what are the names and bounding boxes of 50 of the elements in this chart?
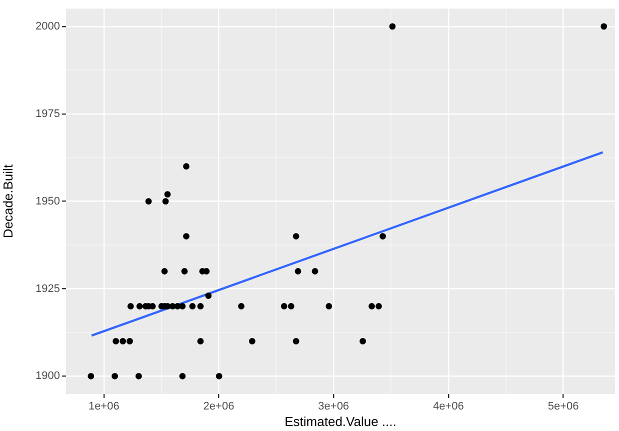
point [120, 338, 126, 344]
point [145, 198, 152, 204]
point [203, 268, 210, 274]
x-tick-label: 1e+06 [88, 400, 120, 413]
x-tick-label: 5e+06 [548, 400, 579, 413]
point [181, 268, 188, 274]
point [161, 268, 168, 274]
point [312, 268, 318, 274]
point [380, 233, 386, 240]
point [326, 303, 332, 310]
point [389, 23, 396, 30]
point [197, 303, 204, 310]
point [112, 372, 118, 380]
y-tick-label: 1925 [36, 282, 60, 295]
y-tick-label: 1975 [36, 108, 60, 120]
x-tick-label: 2e+06 [203, 400, 234, 413]
point [280, 303, 288, 310]
point [600, 23, 608, 30]
x-tick-label: 4e+06 [433, 400, 464, 413]
point [197, 338, 204, 344]
point [136, 303, 143, 310]
point [136, 372, 142, 380]
point [179, 372, 186, 380]
point [162, 198, 169, 204]
point [126, 338, 133, 344]
y-tick-label: 2000 [36, 20, 60, 32]
point [360, 338, 366, 344]
point [288, 303, 294, 310]
x-tick-label: 3e+06 [318, 400, 350, 413]
y-axis-title: Decade.Built [0, 164, 16, 238]
point [376, 303, 382, 310]
point [248, 338, 256, 344]
point [205, 292, 212, 299]
point [292, 233, 300, 240]
point [179, 303, 186, 310]
point [127, 303, 134, 310]
y-tick-label: 1950 [36, 195, 60, 208]
point [216, 372, 222, 380]
x-axis-title: Estimated.Value .... [284, 414, 396, 429]
point [112, 338, 120, 344]
y-tick-label: 1900 [36, 370, 60, 382]
point [183, 163, 190, 170]
point [88, 372, 94, 380]
point [294, 268, 302, 274]
point [292, 338, 300, 344]
point [238, 303, 244, 310]
point [164, 191, 171, 198]
point [183, 233, 190, 240]
point [368, 303, 375, 310]
point [189, 303, 196, 310]
